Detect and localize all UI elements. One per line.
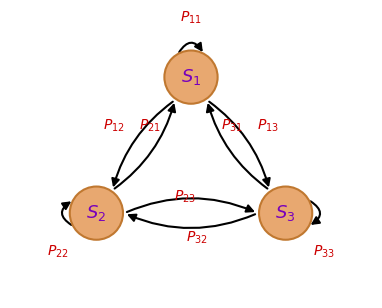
FancyArrowPatch shape — [209, 102, 270, 185]
Text: $P_{23}$: $P_{23}$ — [174, 189, 196, 205]
FancyArrowPatch shape — [311, 201, 320, 224]
Text: $P_{11}$: $P_{11}$ — [180, 10, 202, 26]
Text: $P_{12}$: $P_{12}$ — [103, 118, 125, 134]
Text: $P_{21}$: $P_{21}$ — [139, 118, 160, 134]
Text: $S_1$: $S_1$ — [181, 67, 201, 87]
FancyArrowPatch shape — [127, 198, 253, 212]
Text: $P_{22}$: $P_{22}$ — [47, 243, 69, 260]
FancyArrowPatch shape — [62, 203, 71, 225]
Circle shape — [259, 187, 312, 240]
Text: $S_3$: $S_3$ — [275, 203, 296, 223]
Text: $S_2$: $S_2$ — [86, 203, 107, 223]
Circle shape — [70, 187, 123, 240]
FancyArrowPatch shape — [207, 105, 267, 188]
FancyArrowPatch shape — [112, 102, 173, 185]
Circle shape — [164, 51, 218, 104]
FancyArrowPatch shape — [129, 214, 255, 228]
FancyArrowPatch shape — [179, 43, 202, 52]
Text: $P_{13}$: $P_{13}$ — [257, 118, 279, 134]
Text: $P_{31}$: $P_{31}$ — [222, 118, 243, 134]
FancyArrowPatch shape — [115, 105, 175, 188]
Text: $P_{33}$: $P_{33}$ — [313, 243, 335, 260]
Text: $P_{32}$: $P_{32}$ — [186, 230, 208, 246]
